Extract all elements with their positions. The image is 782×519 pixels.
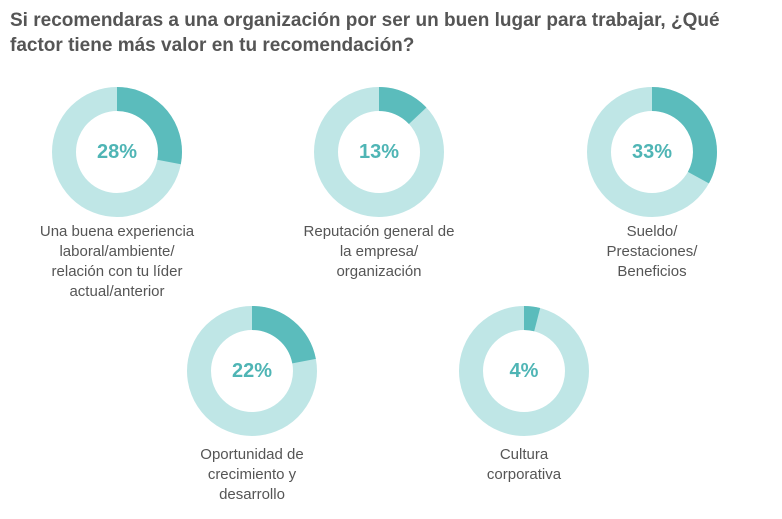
category-label: Reputación general de la empresa/ organi…: [279, 222, 479, 282]
donut-value-arc: [587, 87, 717, 217]
percent-label: 28%: [96, 140, 138, 163]
category-label-line: Prestaciones/: [606, 243, 698, 260]
donut-svg: [587, 87, 717, 217]
donut-chart: 13%: [314, 87, 444, 217]
category-label-line: actual/anterior: [69, 283, 165, 300]
donut-value-arc: [459, 306, 589, 436]
title-line: factor tiene más valor en tu recomendaci…: [10, 35, 415, 56]
category-label-line: relación con tu líder: [51, 263, 183, 280]
title-line: Si recomendaras a una organización por s…: [10, 10, 720, 31]
category-label: Cultura corporativa: [424, 445, 624, 485]
donut-chart: 28%: [52, 87, 182, 217]
chart-title: Si recomendaras a una organización por s…: [10, 8, 780, 58]
category-label-line: Oportunidad de: [200, 446, 304, 463]
donut-value-arc: [52, 87, 182, 217]
category-label-line: Reputación general de: [303, 223, 455, 240]
category-label-line: la empresa/: [339, 243, 419, 260]
donut-svg: [187, 306, 317, 436]
category-label-line: desarrollo: [219, 486, 285, 503]
category-label: Oportunidad de crecimiento y desarrollo: [152, 445, 352, 505]
percent-label: 4%: [509, 359, 539, 382]
donut-value-arc: [187, 306, 317, 436]
donut-svg: [314, 87, 444, 217]
category-label-line: corporativa: [486, 466, 562, 483]
donut-value-arc: [314, 87, 444, 217]
category-label-line: Beneficios: [617, 263, 687, 280]
percent-label: 22%: [231, 359, 273, 382]
donut-svg: [52, 87, 182, 217]
category-label-line: laboral/ambiente/: [59, 243, 175, 260]
category-label-line: Una buena experiencia: [39, 223, 195, 240]
category-label: Sueldo/ Prestaciones/ Beneficios: [552, 222, 752, 282]
donut-chart: 33%: [587, 87, 717, 217]
category-label: Una buena experiencia laboral/ambiente/ …: [17, 222, 217, 302]
percent-label: 33%: [631, 140, 673, 163]
category-label-line: organización: [336, 263, 422, 280]
donut-chart: 4%: [459, 306, 589, 436]
donut-svg: [459, 306, 589, 436]
percent-label: 13%: [358, 140, 400, 163]
category-label-line: Cultura: [499, 446, 549, 463]
category-label-line: crecimiento y: [207, 466, 297, 483]
donut-chart: 22%: [187, 306, 317, 436]
category-label-line: Sueldo/: [626, 223, 678, 240]
